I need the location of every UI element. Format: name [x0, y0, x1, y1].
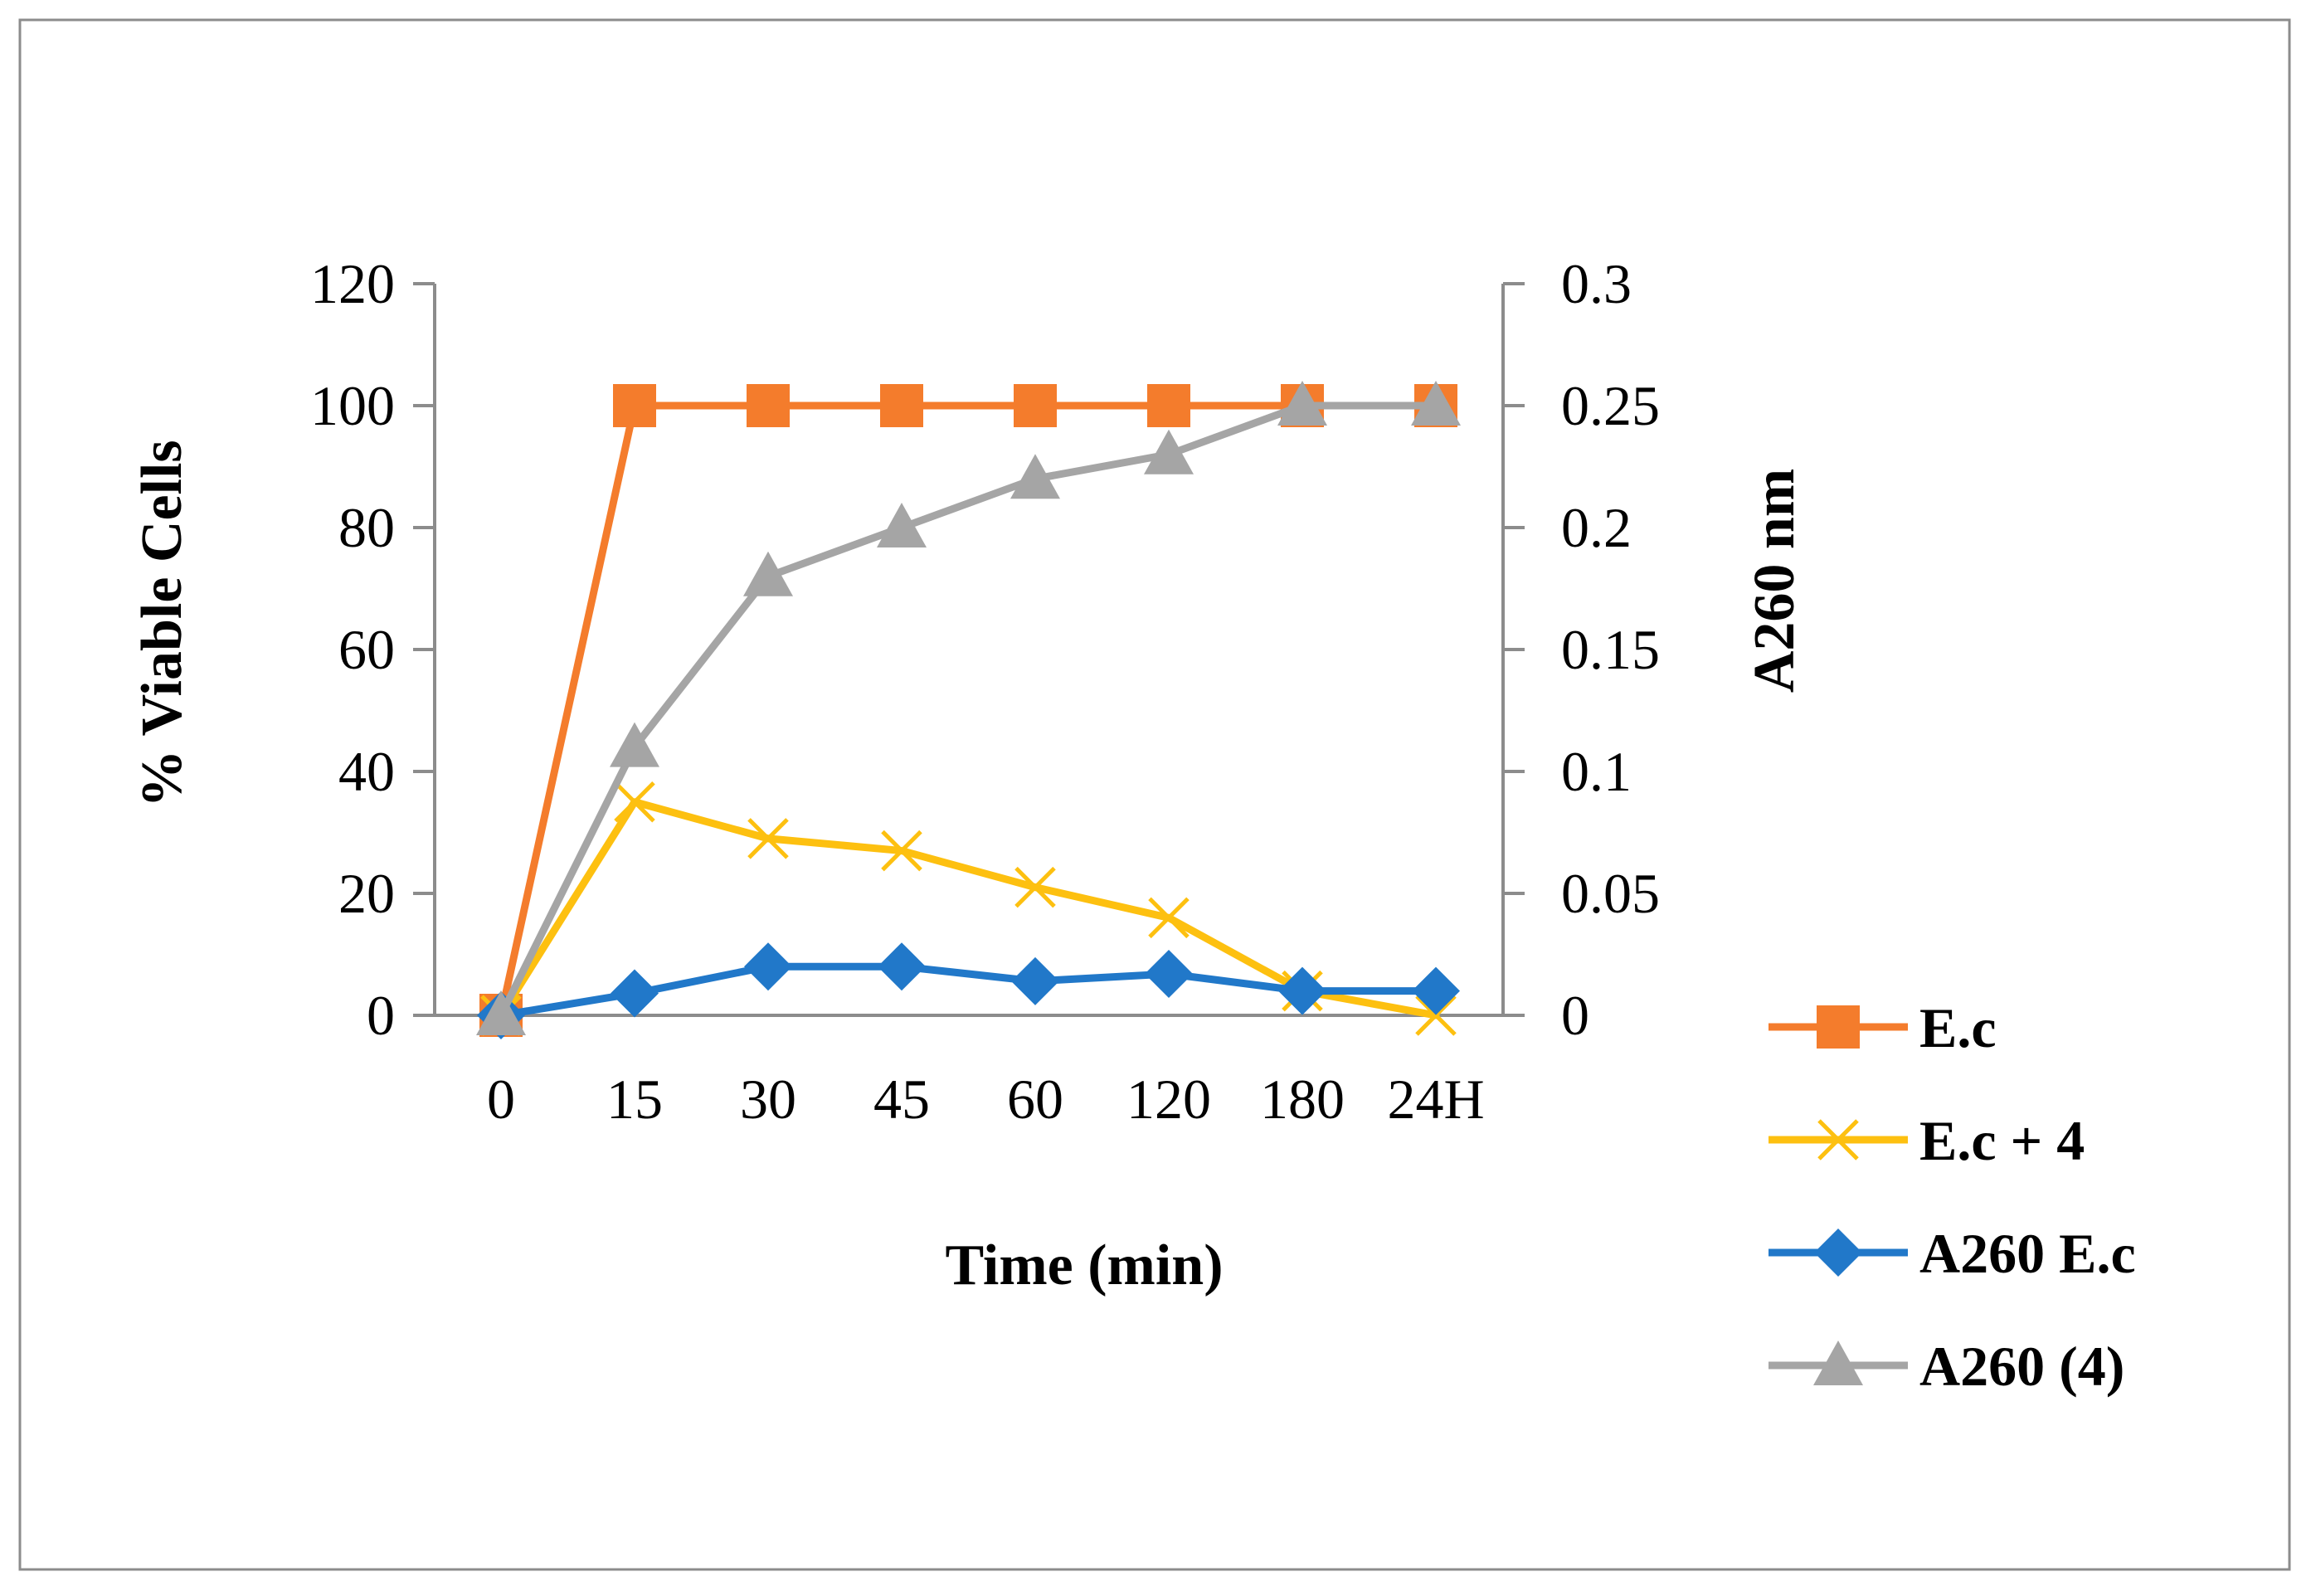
legend-marker — [1813, 1341, 1863, 1385]
series-e-c — [479, 384, 1457, 1037]
y2-tick-label: 0.05 — [1561, 862, 1660, 925]
series-e-c-4 — [480, 781, 1457, 1036]
data-point — [1014, 866, 1056, 908]
legend-item: A260 (4) — [1769, 1335, 2124, 1398]
legend-marker — [1817, 1119, 1859, 1161]
data-point — [476, 990, 526, 1035]
data-point — [1011, 956, 1059, 1005]
data-point — [880, 384, 923, 427]
data-point — [747, 818, 789, 859]
y2-tick-label: 0.1 — [1561, 740, 1632, 803]
y2-tick-label: 0.15 — [1561, 618, 1660, 681]
data-point — [743, 551, 793, 596]
data-point — [1277, 381, 1327, 426]
legend-item: A260 E.c — [1769, 1222, 2136, 1285]
series-line — [497, 401, 1440, 1019]
legend-label: A260 (4) — [1919, 1335, 2124, 1398]
y-axis-title: % Viable Cells — [130, 440, 194, 807]
y2-tick-label: 0.3 — [1561, 252, 1632, 315]
data-point — [614, 781, 655, 823]
y2-axis-title: A260 nm — [1743, 469, 1807, 693]
legend-marker — [1814, 1229, 1862, 1277]
x-axis-title: Time (min) — [945, 1233, 1223, 1297]
y-tick-label: 20 — [338, 862, 395, 925]
data-point — [1415, 995, 1457, 1036]
chart-frame — [18, 18, 2291, 1571]
x-tick-label: 15 — [606, 1068, 663, 1131]
data-point — [1278, 966, 1326, 1015]
data-point — [1010, 454, 1060, 499]
x-tick-label: 180 — [1260, 1068, 1345, 1131]
y-tick-label: 0 — [367, 984, 395, 1047]
series-a260-4 — [476, 381, 1461, 1035]
legend-marker — [1817, 1005, 1860, 1049]
data-point — [1147, 384, 1190, 427]
legend-label: A260 E.c — [1919, 1222, 2136, 1285]
data-point — [1144, 429, 1194, 474]
data-point — [877, 503, 927, 547]
y-tick-label: 100 — [310, 374, 395, 437]
data-point — [1145, 950, 1193, 999]
data-point — [747, 384, 790, 427]
data-point — [610, 722, 659, 767]
axes: 0 20 40 60 80 100 120 0 0.05 0.1 0.15 0.2 0.25 0.3 0 15… — [310, 252, 1660, 1131]
series-line — [497, 798, 1440, 1019]
data-point — [1148, 897, 1190, 939]
y-tick-label: 80 — [338, 496, 395, 559]
data-point — [611, 969, 659, 1018]
x-tick-label: 60 — [1007, 1068, 1063, 1131]
x-tick-label: 30 — [740, 1068, 796, 1131]
series-line — [497, 962, 1440, 1019]
data-point — [1411, 381, 1461, 426]
y2-tick-label: 0 — [1561, 984, 1589, 1047]
data-point — [1412, 966, 1460, 1015]
data-point — [878, 942, 926, 991]
legend-item: E.c + 4 — [1769, 1109, 2085, 1172]
legend: E.c E.c + 4 A260 E.c A260 (4) — [1769, 996, 2136, 1398]
y-tick-label: 60 — [338, 618, 395, 681]
data-point — [1014, 384, 1057, 427]
data-point — [744, 942, 792, 991]
legend-item: E.c — [1769, 996, 1997, 1059]
legend-label: E.c + 4 — [1919, 1109, 2085, 1172]
x-tick-label: 24H — [1387, 1068, 1484, 1131]
data-point — [613, 384, 656, 427]
y2-tick-label: 0.25 — [1561, 374, 1660, 437]
legend-label: E.c — [1919, 996, 1997, 1059]
x-tick-label: 120 — [1126, 1068, 1211, 1131]
series-line — [497, 401, 1440, 1019]
y2-tick-label: 0.2 — [1561, 496, 1632, 559]
x-tick-label: 0 — [487, 1068, 515, 1131]
data-point — [881, 830, 922, 872]
y-tick-label: 120 — [310, 252, 395, 315]
y-tick-label: 40 — [338, 740, 395, 803]
x-tick-label: 45 — [873, 1068, 930, 1131]
series-layer — [476, 381, 1461, 1039]
